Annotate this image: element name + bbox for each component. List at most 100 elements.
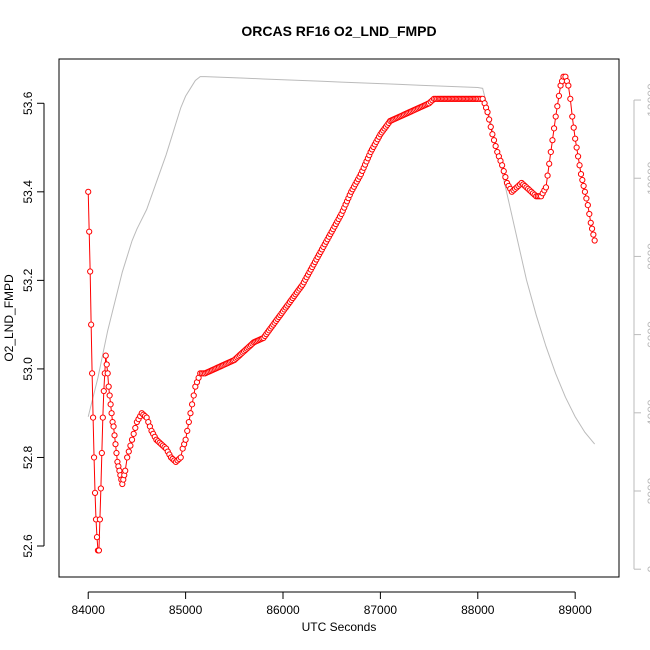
data-point — [492, 142, 499, 150]
data-point — [184, 427, 191, 434]
data-point — [91, 489, 99, 496]
data-point — [104, 370, 111, 377]
data-point — [576, 162, 583, 169]
data-point — [87, 268, 94, 275]
y2-tick-label: 4000 — [645, 399, 650, 426]
y2-tick-label: 2000 — [645, 477, 650, 504]
chart-title: ORCAS RF16 O2_LND_FMPD — [241, 23, 436, 39]
data-point — [542, 184, 550, 191]
data-point — [107, 401, 114, 408]
data-point — [565, 82, 572, 89]
data-point — [85, 188, 92, 195]
data-point — [490, 137, 498, 144]
data-point — [554, 103, 561, 110]
data-point — [86, 228, 93, 235]
data-point — [89, 370, 96, 377]
data-point — [105, 383, 112, 390]
data-point — [588, 225, 596, 232]
y2-axis: 0 2000 4000 6000 8000 10000 12000 — [633, 83, 650, 573]
data-point — [555, 92, 563, 99]
y2-tick-label: 8000 — [645, 243, 650, 270]
data-point — [106, 392, 113, 399]
y2-tick-label: 12000 — [645, 83, 650, 117]
y2-tick-label: 6000 — [645, 321, 650, 348]
data-point — [590, 231, 597, 238]
x-axis: 84000 85000 86000 87000 88000 89000 — [72, 591, 592, 617]
y-tick-label: 52.6 — [21, 534, 35, 558]
x-tick-label: 86000 — [266, 603, 300, 617]
data-point — [580, 182, 587, 190]
data-point — [177, 454, 184, 461]
data-point — [499, 162, 506, 169]
data-point — [128, 436, 136, 443]
data-point — [182, 436, 189, 443]
data-point — [547, 148, 554, 156]
y-tick-label: 53.4 — [21, 180, 35, 204]
data-point — [573, 144, 580, 151]
data-point — [486, 116, 493, 123]
data-point — [88, 321, 95, 328]
x-axis-label: UTC Seconds — [302, 620, 377, 634]
y-tick-label: 53.0 — [21, 357, 35, 381]
data-point — [113, 449, 120, 457]
data-point — [110, 423, 117, 430]
data-point — [587, 219, 594, 226]
plot-frame — [58, 58, 620, 578]
data-point — [570, 124, 577, 131]
data-point — [572, 135, 579, 142]
data-point — [100, 387, 107, 395]
data-point — [544, 172, 551, 179]
x-tick-label: 87000 — [364, 603, 398, 617]
data-point — [122, 467, 129, 474]
data-point — [96, 516, 104, 523]
data-point — [546, 160, 553, 167]
data-point — [189, 401, 196, 408]
data-point — [111, 432, 118, 439]
data-point — [185, 418, 192, 426]
data-point — [90, 454, 98, 461]
secondary-series-line — [87, 76, 596, 445]
data-point — [190, 392, 197, 399]
y-tick-label: 53.2 — [21, 268, 35, 292]
y-axis-label: O2_LND_FMPD — [2, 274, 16, 362]
data-point — [130, 430, 137, 437]
data-point — [89, 414, 97, 421]
x-tick-label: 85000 — [169, 603, 203, 617]
data-point — [584, 202, 591, 209]
data-point — [98, 449, 105, 457]
y-tick-label: 52.8 — [21, 445, 35, 469]
y2-tick-label: 10000 — [645, 161, 650, 195]
data-point — [569, 113, 576, 120]
data-point — [550, 125, 558, 132]
data-point — [484, 109, 491, 116]
primary-series-line — [87, 76, 596, 551]
data-point — [489, 131, 496, 138]
data-point — [103, 361, 110, 368]
data-point — [187, 410, 194, 417]
data-point — [132, 424, 139, 432]
data-point — [125, 448, 132, 455]
data-point — [99, 414, 106, 421]
data-point — [108, 410, 115, 417]
data-point — [102, 352, 109, 359]
y-tick-label: 53.6 — [21, 91, 35, 115]
data-point — [95, 547, 103, 554]
data-point — [127, 442, 134, 449]
data-point — [591, 237, 598, 244]
data-point — [487, 123, 494, 130]
data-point — [574, 153, 582, 160]
data-point — [93, 534, 101, 541]
data-point — [579, 176, 586, 184]
x-tick-label: 89000 — [558, 603, 592, 617]
x-tick-label: 88000 — [461, 603, 495, 617]
data-point — [112, 441, 119, 448]
data-point — [97, 485, 104, 492]
data-point — [577, 171, 585, 178]
primary-series — [85, 73, 598, 554]
plot-area — [85, 73, 598, 554]
data-point — [500, 168, 507, 175]
secondary-series — [87, 76, 596, 445]
data-point — [567, 95, 574, 102]
data-point — [583, 195, 590, 202]
